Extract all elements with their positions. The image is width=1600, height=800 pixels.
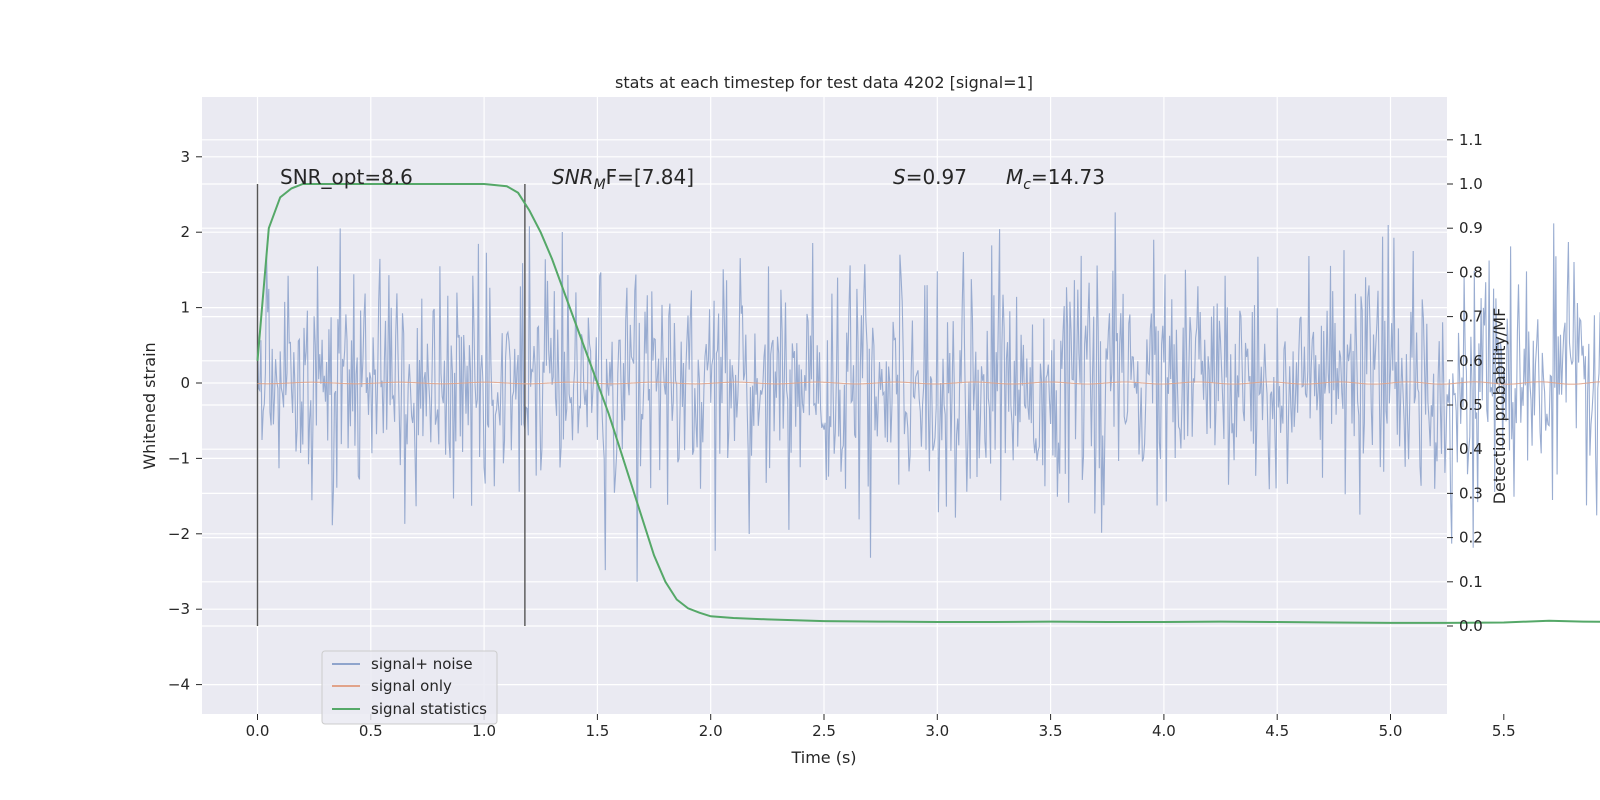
x-axis-label: Time (s) [790,748,856,767]
legend-label-signal-only: signal only [371,677,452,695]
annotation-s-rest: =0.97 [906,165,967,189]
y-tick-label: −4 [168,676,190,694]
y-right-tick-label: 0.0 [1459,617,1483,635]
y-right-tick-label: 0.7 [1459,308,1483,326]
annotation-mc-rest: =14.73 [1031,165,1105,189]
y-right-tick-label: 0.9 [1459,219,1483,237]
x-tick-label: 5.5 [1492,722,1516,740]
y-axis-label: Whitened strain [140,342,159,469]
annotation-snr-mf: SNRMF=[7.84] [552,165,694,193]
x-tick-label: 1.0 [472,722,496,740]
annotation-snr-mf-sub: M [594,177,606,193]
vertical-markers [256,184,526,626]
y-right-tick-label: 0.4 [1459,440,1483,458]
x-tick-label: 4.5 [1265,722,1289,740]
x-tick-label: 5.0 [1379,722,1403,740]
y-tick-label: 0 [180,374,190,392]
y-right-tick-label: 0.3 [1459,484,1483,502]
noise-line [256,212,1600,582]
axis-ticks: 0.00.51.01.52.02.53.03.54.04.55.05.56.06… [168,131,1516,740]
y-tick-label: 2 [180,223,190,241]
chart-title: stats at each timestep for test data 420… [615,73,1033,92]
x-tick-label: 4.0 [1152,722,1176,740]
legend-box [321,650,498,725]
series-signal-noise [256,212,1600,582]
grid [202,97,1505,714]
annotation-s-main: S [893,165,906,189]
annotation-snr-opt: SNR_opt=8.6 [280,165,413,189]
legend-label-signal-noise: signal+ noise [371,655,473,673]
series-signal-only [257,381,1600,385]
y-right-tick-label: 1.0 [1459,175,1483,193]
y-right-tick-label: 0.6 [1459,352,1483,370]
annotation-mc-sub: c [1023,177,1031,193]
y-tick-label: −2 [168,525,190,543]
x-tick-label: 3.5 [1039,722,1063,740]
y-tick-label: −1 [168,449,190,467]
y-tick-label: −3 [168,600,190,618]
annotation-snr-mf-main: SNR [552,165,594,189]
y-tick-label: 3 [180,148,190,166]
x-tick-label: 2.0 [699,722,723,740]
annotation-mc-main: M [1006,165,1023,189]
y-right-tick-label: 0.1 [1459,573,1483,591]
series-signal-statistics [256,183,1600,624]
x-tick-label: 0.5 [359,722,383,740]
y-right-tick-label: 0.5 [1459,396,1483,414]
annotation-snr-mf-rest: F=[7.84] [606,165,694,189]
y-right-tick-label: 1.1 [1459,131,1483,149]
legend: signal+ noise signal only signal statist… [321,650,498,725]
x-tick-label: 3.0 [925,722,949,740]
y-axis-right-label: Detection probability/MF [1490,308,1509,505]
x-tick-label: 1.5 [585,722,609,740]
y-tick-label: 1 [180,299,190,317]
x-tick-label: 0.0 [246,722,270,740]
y-right-tick-label: 0.2 [1459,529,1483,547]
legend-label-signal-statistics: signal statistics [371,700,487,718]
annotation-s: S=0.97 [893,165,967,189]
x-tick-label: 2.5 [812,722,836,740]
signal-statistics-line [256,183,1600,624]
signal-only-line [257,381,1600,385]
annotation-mc: Mc=14.73 [1006,165,1105,193]
y-right-tick-label: 0.8 [1459,263,1483,281]
